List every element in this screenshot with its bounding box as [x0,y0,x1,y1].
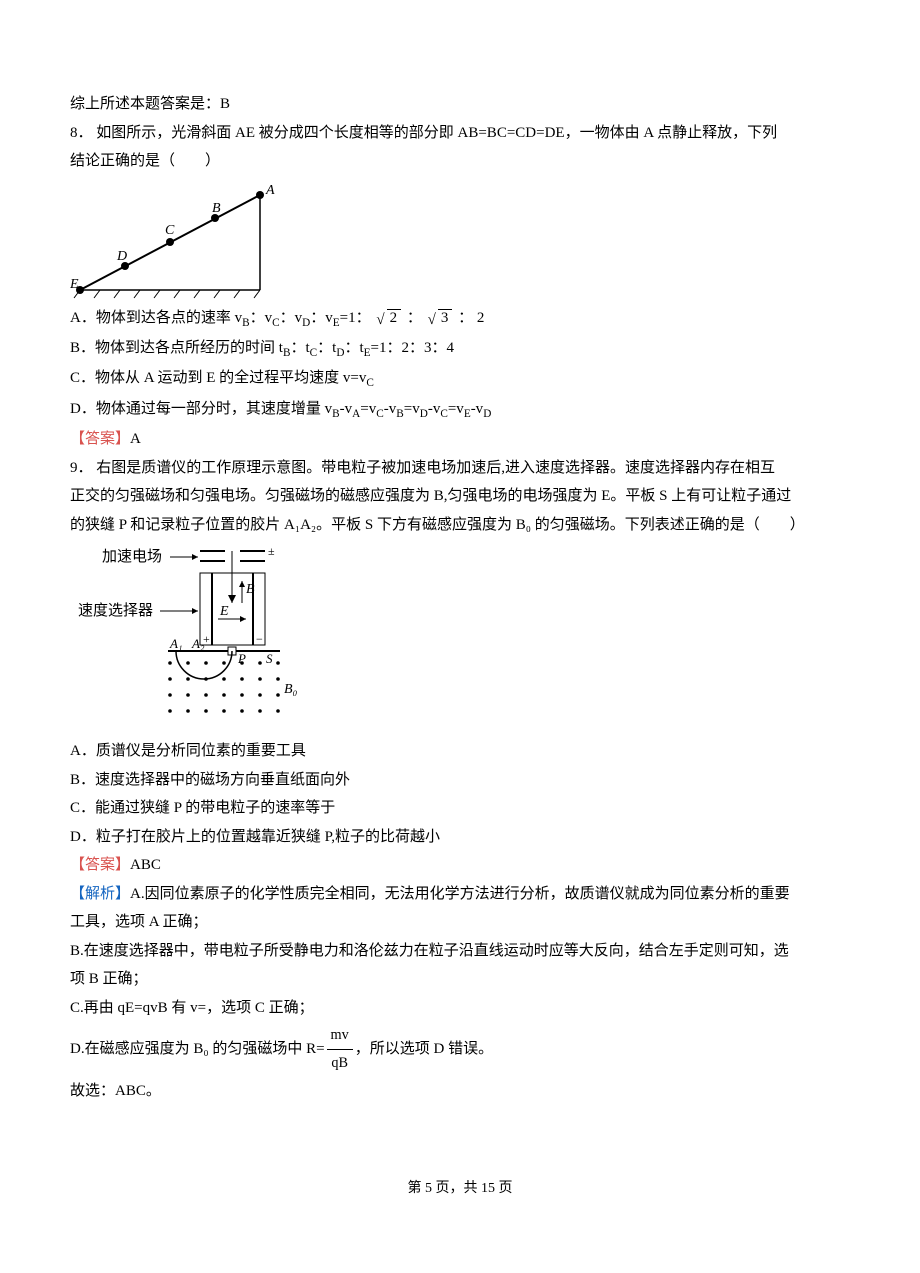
s: B [283,347,291,359]
q9-exp-line1: 【解析】A.因同位素原子的化学性质完全相同，无法用化学方法进行分析，故质谱仪就成… [70,880,850,909]
sqrt-3: 3 [428,304,453,333]
page-footer: 第 5 页，共 15 页 [70,1176,850,1203]
q9-stem-line3: 的狭缝 P 和记录粒子位置的胶片 A₁A₂。平板 S 下方有磁感应强度为 B₀ … [70,511,850,540]
t: -v [384,401,397,417]
q9-exp-line3: B.在速度选择器中，带电粒子所受静电力和洛伦兹力在粒子沿直线运动时应等大反向，结… [70,937,850,966]
s: C [376,408,384,420]
q9-number: 9． [70,460,96,476]
answer-text: A [130,431,141,447]
q8-label-C: C [165,223,175,238]
sub-E: E [333,317,340,329]
sqrt-2: 2 [376,304,401,333]
page-content: 综上所述本题答案是：B 8． 如图所示，光滑斜面 AE 被分成四个长度相等的部分… [0,0,920,1242]
t: 第 [408,1181,426,1196]
q8-option-C: C．物体从 A 运动到 E 的全过程平均速度 v=vC [70,364,850,394]
rad: 2 [387,309,402,326]
t: 页 [495,1181,513,1196]
accel-label: 加速电场 [102,548,162,565]
prev-summary: 综上所述本题答案是：B [70,90,850,119]
q9-figure: ± + − E B A₁ A₂ P S B₀ [70,543,330,733]
field-dots [168,661,280,713]
s: D [483,408,491,420]
q8-answer: 【答案】A [70,425,850,454]
t: B．物体到达各点所经历的时间 t [70,340,283,356]
answer-label: 【答案】 [70,431,130,447]
q8-label-E: E [70,277,79,292]
q8-option-A: A．物体到达各点的速率 vB：vC：vD：vE=1： 2 ： 3 ： 2 [70,304,850,334]
q9-option-A: A．质谱仪是分析同位素的重要工具 [70,737,850,766]
t: -v [471,401,484,417]
q9-exp-line5: C.再由 qE=qvB 有 v=，选项 C 正确； [70,994,850,1023]
t: ： [403,310,426,326]
q8-option-B: B．物体到达各点所经历的时间 tB：tC：tD：tE=1：2：3：4 [70,334,850,364]
explanation-label: 【解析】 [70,886,130,902]
s: D [420,408,428,420]
t: ：v [280,310,303,326]
sub-B: B [242,317,250,329]
q9-stem-line2: 正交的匀强磁场和匀强电场。匀强磁场的磁感应强度为 B,匀强电场的电场强度为 E。… [70,482,850,511]
answer-text: ABC [130,857,161,873]
t: =1： [340,310,375,326]
page-num: 5 [425,1181,432,1196]
t: D.在磁感应强度为 B₀ 的匀强磁场中 R= [70,1041,325,1057]
t: -v [428,401,441,417]
s: D [336,347,344,359]
A1-label: A₁ [169,636,182,651]
A2-label: A₂ [191,636,205,651]
selector-label: 速度选择器 [78,602,153,619]
sub-C: C [272,317,280,329]
rad: 3 [438,309,453,326]
q9-exp-line4: 项 B 正确； [70,965,850,994]
q8-label-B: B [212,201,221,216]
q8-optA-pre: A．物体到达各点的速率 v [70,310,242,326]
q8-label-A: A [265,183,275,198]
q8-label-D: D [116,249,127,264]
q9-stem-line1: 9． 右图是质谱仪的工作原理示意图。带电粒子被加速电场加速后,进入速度选择器。速… [70,454,850,483]
S-label: S [266,651,273,666]
q9-exp-line2: 工具，选项 A 正确； [70,908,850,937]
q8-number: 8． [70,125,96,141]
E-label: E [219,604,229,619]
t: D．物体通过每一部分时，其速度增量 v [70,401,332,417]
B0-label: B₀ [284,682,298,697]
t: ： 2 [454,310,484,326]
q8-stem1: 如图所示，光滑斜面 AE 被分成四个长度相等的部分即 AB=BC=CD=DE，一… [96,125,777,141]
q9-option-D: D．粒子打在胶片上的位置越靠近狭缝 P,粒子的比荷越小 [70,823,850,852]
t: 右图是质谱仪的工作原理示意图。带电粒子被加速电场加速后,进入速度选择器。速度选择… [96,460,775,476]
t: -v [340,401,353,417]
answer-label: 【答案】 [70,857,130,873]
q9-option-B: B．速度选择器中的磁场方向垂直纸面向外 [70,766,850,795]
s: B [332,408,340,420]
s: C [310,347,318,359]
q8-figure: E D C B A [70,180,290,300]
t: ：v [310,310,333,326]
t: 正交的匀强磁场和匀强电场。匀强磁场的磁感应强度为 B,匀强电场的电场强度为 E。… [70,488,791,504]
t: =1：2：3：4 [370,340,453,356]
q9-option-C: C．能通过狭缝 P 的带电粒子的速率等于 [70,794,850,823]
t: 页，共 [432,1181,481,1196]
q9-answer: 【答案】ABC [70,851,850,880]
fraction: mvqB [327,1022,353,1077]
s: A [352,408,360,420]
t: ，所以选项 D 错误。 [355,1041,493,1057]
q8-option-D: D．物体通过每一部分时，其速度增量 vB-vA=vC-vB=vD-vC=vE-v… [70,395,850,425]
s: C [366,377,374,389]
minus-label: − [256,632,263,646]
s: C [440,408,448,420]
den: qB [327,1050,353,1077]
q8-stem-line1: 8． 如图所示，光滑斜面 AE 被分成四个长度相等的部分即 AB=BC=CD=D… [70,119,850,148]
B-label: B [246,582,255,597]
q8-stem-line2: 结论正确的是（ ） [70,147,850,176]
q9-conclusion: 故选：ABC。 [70,1077,850,1106]
t: A.因同位素原子的化学性质完全相同，无法用化学方法进行分析，故质谱仪就成为同位素… [130,886,790,902]
s: E [464,408,471,420]
q9-exp-line6: D.在磁感应强度为 B₀ 的匀强磁场中 R=mvqB，所以选项 D 错误。 [70,1022,850,1077]
t: C．物体从 A 运动到 E 的全过程平均速度 v=v [70,370,366,386]
page-total: 15 [481,1181,495,1196]
num: mv [327,1022,353,1050]
t: ：v [250,310,273,326]
s: B [396,408,404,420]
plus-icon: ± [268,544,275,558]
